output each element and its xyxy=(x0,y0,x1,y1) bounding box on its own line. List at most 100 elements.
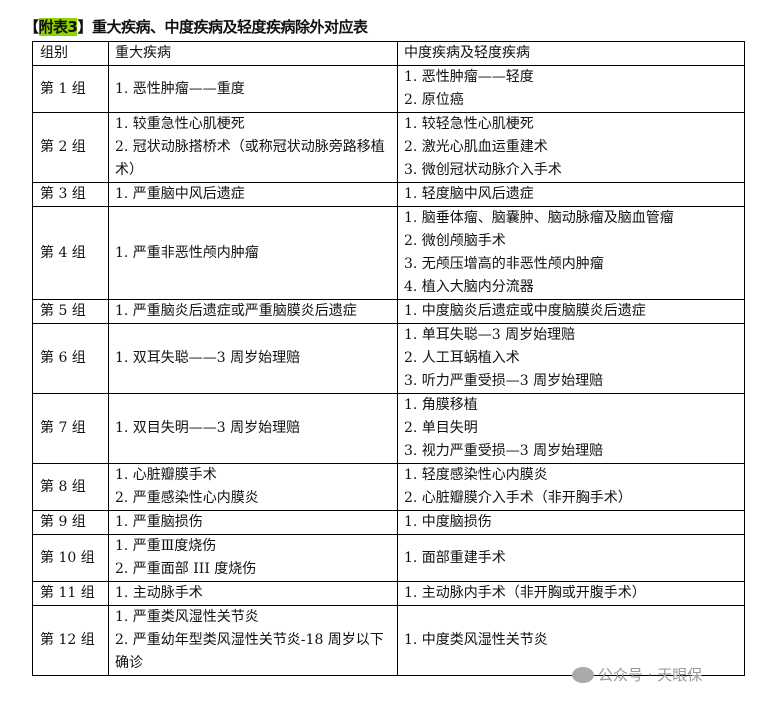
table-row: 第 2 组 1. 较重急性心肌梗死 2. 冠状动脉搭桥术（或称冠状动脉旁路移植术） 1… xyxy=(32,112,745,183)
major-cell: 1. 严重脑损伤 xyxy=(108,510,398,535)
header-group: 组别 xyxy=(32,41,109,66)
minor-cell: 1. 中度脑损伤 xyxy=(397,510,745,535)
disease-item: 1. 较重急性心肌梗死 xyxy=(115,116,245,132)
disease-item: 3. 听力严重受损—3 周岁始理赔 xyxy=(404,373,604,389)
minor-cell: 1. 脑垂体瘤、脑囊肿、脑动脉瘤及脑血管瘤 2. 微创颅脑手术 3. 无颅压增高的非… xyxy=(397,206,745,300)
disease-item: 1. 较轻急性心肌梗死 xyxy=(404,116,534,132)
group-cell: 第 5 组 xyxy=(32,299,109,324)
group-cell: 第 3 组 xyxy=(32,182,109,207)
disease-item: 3. 微创冠状动脉介入手术 xyxy=(404,162,562,178)
minor-cell: 1. 较轻急性心肌梗死 2. 激光心肌血运重建术 3. 微创冠状动脉介入手术 xyxy=(397,112,745,183)
major-cell: 1. 恶性肿瘤——重度 xyxy=(108,65,398,113)
group-cell: 第 8 组 xyxy=(32,463,109,511)
major-cell: 1. 心脏瓣膜手术 2. 严重感染性心内膜炎 xyxy=(108,463,398,511)
table-row: 第 11 组 1. 主动脉手术 1. 主动脉内手术（非开胸或开腹手术） xyxy=(32,581,745,606)
table-row: 第 3 组 1. 严重脑中风后遗症 1. 轻度脑中风后遗症 xyxy=(32,182,745,207)
disease-item: 2. 心脏瓣膜介入手术（非开胸手术） xyxy=(404,490,632,506)
disease-item: 1. 面部重建手术 xyxy=(404,549,506,566)
bracket: 】 xyxy=(77,18,92,36)
disease-item: 2. 单目失明 xyxy=(404,420,478,436)
major-cell: 1. 严重Ⅲ度烧伤 2. 严重面部 III 度烧伤 xyxy=(108,534,398,582)
major-cell: 1. 双目失明——3 周岁始理赔 xyxy=(108,393,398,464)
minor-cell: 1. 中度类风湿性关节炎 xyxy=(397,605,745,676)
group-cell: 第 10 组 xyxy=(32,534,109,582)
disease-item: 1. 中度脑损伤 xyxy=(404,514,492,530)
title-text: 重大疾病、中度疾病及轻度疾病除外对应表 xyxy=(91,18,368,36)
table-row: 第 6 组 1. 双耳失聪——3 周岁始理赔 1. 单耳失聪—3 周岁始理赔 2. 人… xyxy=(32,323,745,394)
minor-cell: 1. 恶性肿瘤——轻度 2. 原位癌 xyxy=(397,65,745,113)
appendix-tag: 附表3 xyxy=(38,18,78,36)
minor-cell: 1. 轻度脑中风后遗症 xyxy=(397,182,745,207)
disease-item: 1. 角膜移植 xyxy=(404,397,478,413)
major-cell: 1. 较重急性心肌梗死 2. 冠状动脉搭桥术（或称冠状动脉旁路移植术） xyxy=(108,112,398,183)
table-row: 第 7 组 1. 双目失明——3 周岁始理赔 1. 角膜移植 2. 单目失明 3. 视力… xyxy=(32,393,745,464)
group-cell: 第 11 组 xyxy=(32,581,109,606)
watermark-text: 公众号 · 天眼保 xyxy=(598,666,703,684)
major-cell: 1. 双耳失聪——3 周岁始理赔 xyxy=(108,323,398,394)
disease-item: 1. 中度脑炎后遗症或中度脑膜炎后遗症 xyxy=(404,303,646,319)
disease-item: 3. 无颅压增高的非恶性颅内肿瘤 xyxy=(404,256,604,272)
disease-item: 1. 严重Ⅲ度烧伤 xyxy=(115,538,217,554)
minor-cell: 1. 面部重建手术 xyxy=(397,534,745,582)
table-row: 第 10 组 1. 严重Ⅲ度烧伤 2. 严重面部 III 度烧伤 1. 面部重建手术 xyxy=(32,534,745,582)
disease-item: 1. 严重非恶性颅内肿瘤 xyxy=(115,244,259,261)
minor-cell: 1. 中度脑炎后遗症或中度脑膜炎后遗症 xyxy=(397,299,745,324)
exclusion-table: 组别 重大疾病 中度疾病及轻度疾病 第 1 组 1. 恶性肿瘤——重度 1. 恶性肿… xyxy=(32,41,745,676)
group-cell: 第 7 组 xyxy=(32,393,109,464)
group-cell: 第 6 组 xyxy=(32,323,109,394)
minor-cell: 1. 单耳失聪—3 周岁始理赔 2. 人工耳蜗植入术 3. 听力严重受损—3 周岁始… xyxy=(397,323,745,394)
disease-item: 3. 视力严重受损—3 周岁始理赔 xyxy=(404,443,604,459)
table-row: 第 4 组 1. 严重非恶性颅内肿瘤 1. 脑垂体瘤、脑囊肿、脑动脉瘤及脑血管瘤 2.… xyxy=(32,206,745,300)
disease-item: 1. 严重脑损伤 xyxy=(115,514,203,530)
group-cell: 第 1 组 xyxy=(32,65,109,113)
table-title: 【附表3】重大疾病、中度疾病及轻度疾病除外对应表 xyxy=(24,16,368,37)
disease-item: 2. 原位癌 xyxy=(404,92,464,108)
group-cell: 第 4 组 xyxy=(32,206,109,300)
disease-item: 1. 主动脉内手术（非开胸或开腹手术） xyxy=(404,585,646,601)
minor-cell: 1. 主动脉内手术（非开胸或开腹手术） xyxy=(397,581,745,606)
table-row: 第 1 组 1. 恶性肿瘤——重度 1. 恶性肿瘤——轻度 2. 原位癌 xyxy=(32,65,745,113)
disease-item: 1. 单耳失聪—3 周岁始理赔 xyxy=(404,327,576,343)
wechat-icon xyxy=(572,666,594,683)
disease-item: 1. 脑垂体瘤、脑囊肿、脑动脉瘤及脑血管瘤 xyxy=(404,210,674,226)
header-major: 重大疾病 xyxy=(108,41,398,66)
table-row: 第 9 组 1. 严重脑损伤 1. 中度脑损伤 xyxy=(32,510,745,535)
major-cell: 1. 严重脑炎后遗症或严重脑膜炎后遗症 xyxy=(108,299,398,324)
minor-cell: 1. 角膜移植 2. 单目失明 3. 视力严重受损—3 周岁始理赔 xyxy=(397,393,745,464)
disease-item: 1. 主动脉手术 xyxy=(115,585,203,601)
header-row: 组别 重大疾病 中度疾病及轻度疾病 xyxy=(32,41,745,66)
disease-item: 2. 人工耳蜗植入术 xyxy=(404,350,520,366)
disease-item: 1. 心脏瓣膜手术 xyxy=(115,467,217,483)
disease-item: 2. 激光心肌血运重建术 xyxy=(404,139,548,155)
table-row: 第 8 组 1. 心脏瓣膜手术 2. 严重感染性心内膜炎 1. 轻度感染性心内膜炎 2.… xyxy=(32,463,745,511)
major-cell: 1. 严重类风湿性关节炎 2. 严重幼年型类风湿性关节炎-18 周岁以下确诊 xyxy=(108,605,398,676)
disease-item: 2. 冠状动脉搭桥术（或称冠状动脉旁路移植术） xyxy=(115,139,385,178)
watermark: 公众号 · 天眼保 xyxy=(572,664,702,685)
table-row: 第 12 组 1. 严重类风湿性关节炎 2. 严重幼年型类风湿性关节炎-18 周岁以… xyxy=(32,605,745,676)
major-cell: 1. 严重脑中风后遗症 xyxy=(108,182,398,207)
disease-item: 1. 严重脑炎后遗症或严重脑膜炎后遗症 xyxy=(115,303,357,319)
disease-item: 1. 双耳失聪——3 周岁始理赔 xyxy=(115,350,301,366)
disease-item: 1. 轻度感染性心内膜炎 xyxy=(404,467,548,483)
disease-item: 4. 植入大脑内分流器 xyxy=(404,279,534,295)
disease-item: 1. 严重类风湿性关节炎 xyxy=(115,609,259,625)
disease-item: 2. 严重面部 III 度烧伤 xyxy=(115,561,257,577)
header-minor: 中度疾病及轻度疾病 xyxy=(397,41,745,66)
table-row: 第 5 组 1. 严重脑炎后遗症或严重脑膜炎后遗症 1. 中度脑炎后遗症或中度脑膜炎… xyxy=(32,299,745,324)
disease-item: 1. 双目失明——3 周岁始理赔 xyxy=(115,420,301,436)
major-cell: 1. 严重非恶性颅内肿瘤 xyxy=(108,206,398,300)
group-cell: 第 2 组 xyxy=(32,112,109,183)
disease-item: 2. 严重感染性心内膜炎 xyxy=(115,490,259,506)
disease-item: 1. 轻度脑中风后遗症 xyxy=(404,186,534,202)
group-cell: 第 9 组 xyxy=(32,510,109,535)
disease-item: 2. 微创颅脑手术 xyxy=(404,233,506,249)
disease-item: 1. 中度类风湿性关节炎 xyxy=(404,632,548,648)
minor-cell: 1. 轻度感染性心内膜炎 2. 心脏瓣膜介入手术（非开胸手术） xyxy=(397,463,745,511)
bracket: 【 xyxy=(24,18,39,36)
group-cell: 第 12 组 xyxy=(32,605,109,676)
disease-item: 1. 严重脑中风后遗症 xyxy=(115,186,245,202)
disease-item: 2. 严重幼年型类风湿性关节炎-18 周岁以下确诊 xyxy=(115,632,384,671)
disease-item: 1. 恶性肿瘤——重度 xyxy=(115,80,245,97)
major-cell: 1. 主动脉手术 xyxy=(108,581,398,606)
disease-item: 1. 恶性肿瘤——轻度 xyxy=(404,69,534,85)
